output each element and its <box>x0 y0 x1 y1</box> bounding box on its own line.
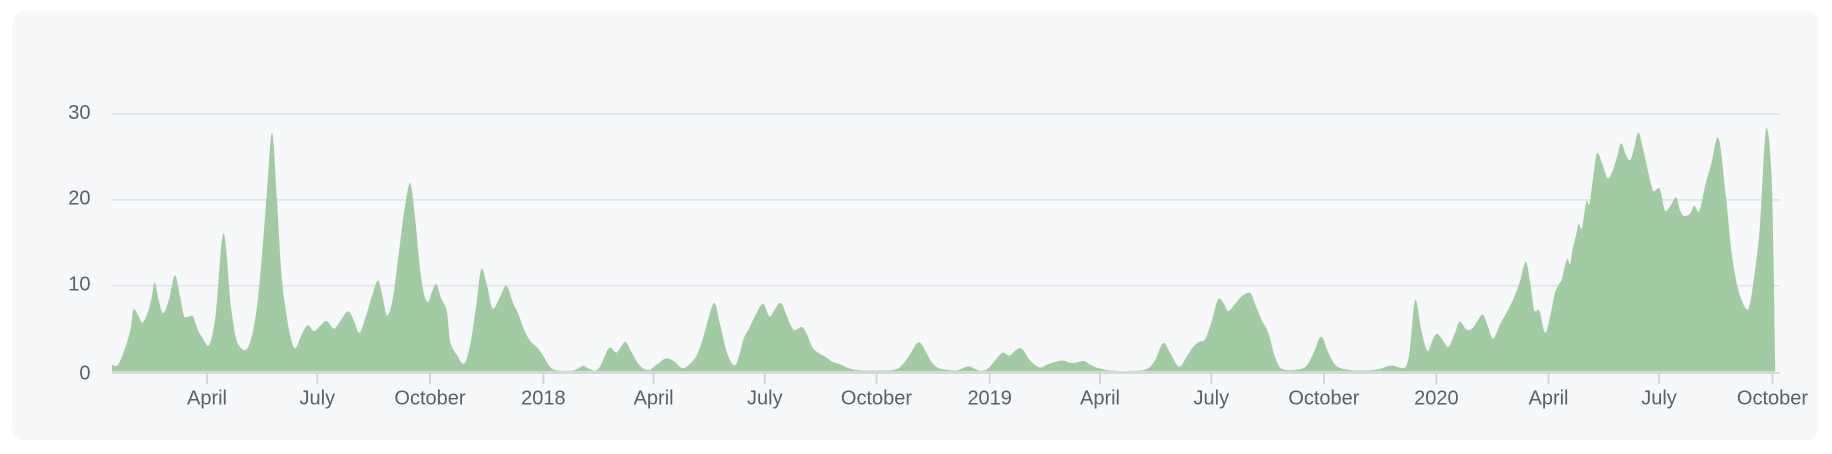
svg-text:April: April <box>1528 388 1568 410</box>
svg-text:10: 10 <box>68 274 90 296</box>
svg-text:2020: 2020 <box>1414 388 1459 410</box>
svg-text:2019: 2019 <box>967 388 1012 410</box>
svg-text:October: October <box>394 388 465 410</box>
svg-text:30: 30 <box>68 102 90 124</box>
svg-text:October: October <box>1737 388 1808 410</box>
svg-text:April: April <box>1080 388 1120 410</box>
svg-text:0: 0 <box>79 363 90 385</box>
svg-text:July: July <box>747 388 783 410</box>
svg-text:October: October <box>1288 388 1359 410</box>
svg-text:April: April <box>187 388 227 410</box>
svg-text:July: July <box>300 388 336 410</box>
svg-text:20: 20 <box>68 188 90 210</box>
svg-text:2018: 2018 <box>521 388 566 410</box>
svg-text:July: July <box>1641 388 1677 410</box>
svg-text:April: April <box>634 388 674 410</box>
svg-text:July: July <box>1194 388 1230 410</box>
svg-text:October: October <box>841 388 912 410</box>
